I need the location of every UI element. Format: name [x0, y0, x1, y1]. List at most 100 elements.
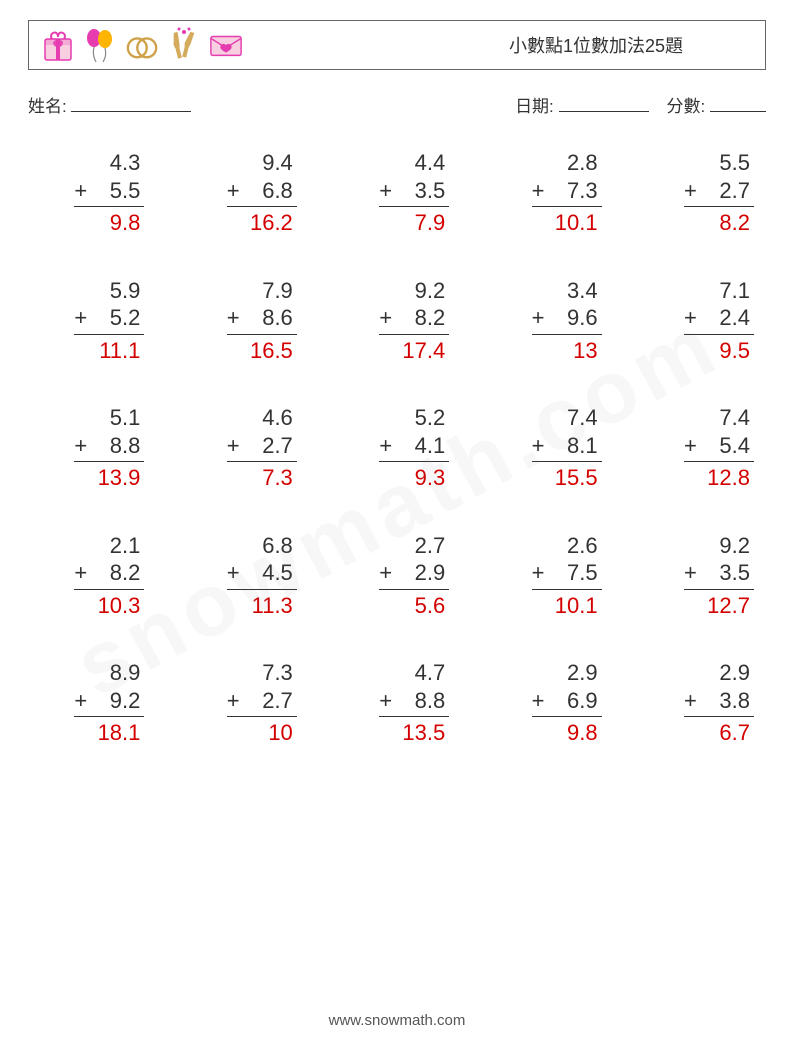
- answer: 9.5: [684, 335, 754, 365]
- addend-row: +8.1: [532, 432, 602, 463]
- second-addend: 5.5: [90, 177, 144, 205]
- first-addend: 4.7: [415, 659, 450, 687]
- answer: 15.5: [532, 462, 602, 492]
- operator: +: [74, 559, 90, 587]
- name-label: 姓名:: [28, 97, 67, 116]
- second-addend: 8.6: [243, 304, 297, 332]
- operator: +: [532, 432, 548, 460]
- second-addend: 3.5: [395, 177, 449, 205]
- addend-row: +8.8: [74, 432, 144, 463]
- second-addend: 8.2: [395, 304, 449, 332]
- problem: 4.4+3.57.9: [345, 149, 449, 237]
- addend-row: +7.5: [532, 559, 602, 590]
- answer: 7.3: [227, 462, 297, 492]
- first-addend: 4.3: [110, 149, 145, 177]
- addend-row: +4.1: [379, 432, 449, 463]
- second-addend: 8.1: [548, 432, 602, 460]
- problem: 4.7 +8.813.5: [345, 659, 449, 747]
- problem: 3.4+9.613: [497, 277, 601, 365]
- first-addend: 9.2: [719, 532, 754, 560]
- rings-icon: [125, 26, 159, 64]
- addend-row: +2.7: [227, 687, 297, 718]
- problem: 2.7+2.95.6: [345, 532, 449, 620]
- answer: 13.5: [379, 717, 449, 747]
- answer: 9.8: [74, 207, 144, 237]
- header-icons: [41, 26, 243, 64]
- operator: +: [74, 432, 90, 460]
- operator: +: [379, 687, 395, 715]
- operator: +: [379, 304, 395, 332]
- first-addend: 7.4: [719, 404, 754, 432]
- name-field: 姓名:: [28, 92, 515, 117]
- answer: 10.1: [532, 590, 602, 620]
- footer-url: www.snowmath.com: [0, 1012, 794, 1029]
- problem: 6.8+4.511.3: [192, 532, 296, 620]
- first-addend: 2.7: [415, 532, 450, 560]
- answer: 6.7: [684, 717, 754, 747]
- answer: 12.7: [684, 590, 754, 620]
- problem: 5.1+8.813.9: [40, 404, 144, 492]
- addend-row: +3.8: [684, 687, 754, 718]
- second-addend: 4.1: [395, 432, 449, 460]
- first-addend: 7.1: [719, 277, 754, 305]
- first-addend: 7.9: [262, 277, 297, 305]
- score-field: 分數:: [667, 92, 766, 117]
- problem: 7.4+5.412.8: [650, 404, 754, 492]
- second-addend: 3.5: [700, 559, 754, 587]
- champagne-icon: [167, 26, 201, 64]
- score-blank: [710, 94, 766, 112]
- problem: 9.2+3.512.7: [650, 532, 754, 620]
- second-addend: 9.6: [548, 304, 602, 332]
- first-addend: 2.9: [719, 659, 754, 687]
- problem: 9.2+8.217.4: [345, 277, 449, 365]
- operator: +: [74, 687, 90, 715]
- problem: 2.8+7.310.1: [497, 149, 601, 237]
- first-addend: 7.4: [567, 404, 602, 432]
- first-addend: 3.4: [567, 277, 602, 305]
- second-addend: 8.2: [90, 559, 144, 587]
- operator: +: [532, 687, 548, 715]
- operator: +: [227, 304, 243, 332]
- answer: 17.4: [379, 335, 449, 365]
- second-addend: 8.8: [395, 687, 449, 715]
- operator: +: [227, 559, 243, 587]
- second-addend: 2.9: [395, 559, 449, 587]
- answer: 8.2: [684, 207, 754, 237]
- name-blank: [71, 94, 191, 112]
- first-addend: 5.2: [415, 404, 450, 432]
- answer: 12.8: [684, 462, 754, 492]
- second-addend: 2.7: [700, 177, 754, 205]
- first-addend: 5.5: [719, 149, 754, 177]
- operator: +: [684, 559, 700, 587]
- problem: 7.1+2.49.5: [650, 277, 754, 365]
- problem: 5.2+4.19.3: [345, 404, 449, 492]
- first-addend: 5.9: [110, 277, 145, 305]
- balloons-icon: [83, 26, 117, 64]
- addend-row: +8.2: [379, 304, 449, 335]
- first-addend: 6.8: [262, 532, 297, 560]
- answer: 10.3: [74, 590, 144, 620]
- second-addend: 9.2: [90, 687, 144, 715]
- second-addend: 2.7: [243, 432, 297, 460]
- operator: +: [227, 432, 243, 460]
- answer: 10.1: [532, 207, 602, 237]
- addend-row: +5.2: [74, 304, 144, 335]
- addend-row: +8.2: [74, 559, 144, 590]
- worksheet-title: 小數點1位數加法25題: [509, 32, 753, 58]
- answer: 16.2: [227, 207, 297, 237]
- first-addend: 4.4: [415, 149, 450, 177]
- second-addend: 6.8: [243, 177, 297, 205]
- answer: 9.8: [532, 717, 602, 747]
- problem: 8.9+9.218.1: [40, 659, 144, 747]
- second-addend: 8.8: [90, 432, 144, 460]
- answer: 13.9: [74, 462, 144, 492]
- date-blank: [559, 94, 649, 112]
- addend-row: +3.5: [684, 559, 754, 590]
- love-letter-icon: [209, 26, 243, 64]
- operator: +: [227, 687, 243, 715]
- first-addend: 5.1: [110, 404, 145, 432]
- addend-row: +9.2: [74, 687, 144, 718]
- first-addend: 4.6: [262, 404, 297, 432]
- second-addend: 4.5: [243, 559, 297, 587]
- answer: 10: [227, 717, 297, 747]
